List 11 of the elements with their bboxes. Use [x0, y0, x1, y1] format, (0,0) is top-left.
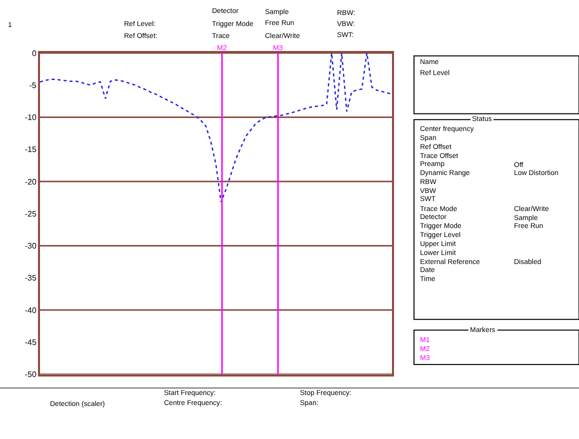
y-tick-label: -5: [29, 80, 37, 90]
y-tick-label: -35: [24, 274, 37, 283]
y-tick-label: 0: [32, 48, 37, 58]
y-tick-label: -25: [24, 209, 37, 218]
y-tick-label: -50: [24, 370, 37, 380]
y-tick-label: -20: [24, 177, 37, 186]
y-tick-label: -40: [24, 306, 37, 315]
y-tick-label: -10: [24, 113, 37, 122]
y-tick-label: -45: [24, 338, 37, 347]
y-tick-label: -30: [24, 242, 37, 251]
y-tick-label: -15: [24, 145, 37, 154]
